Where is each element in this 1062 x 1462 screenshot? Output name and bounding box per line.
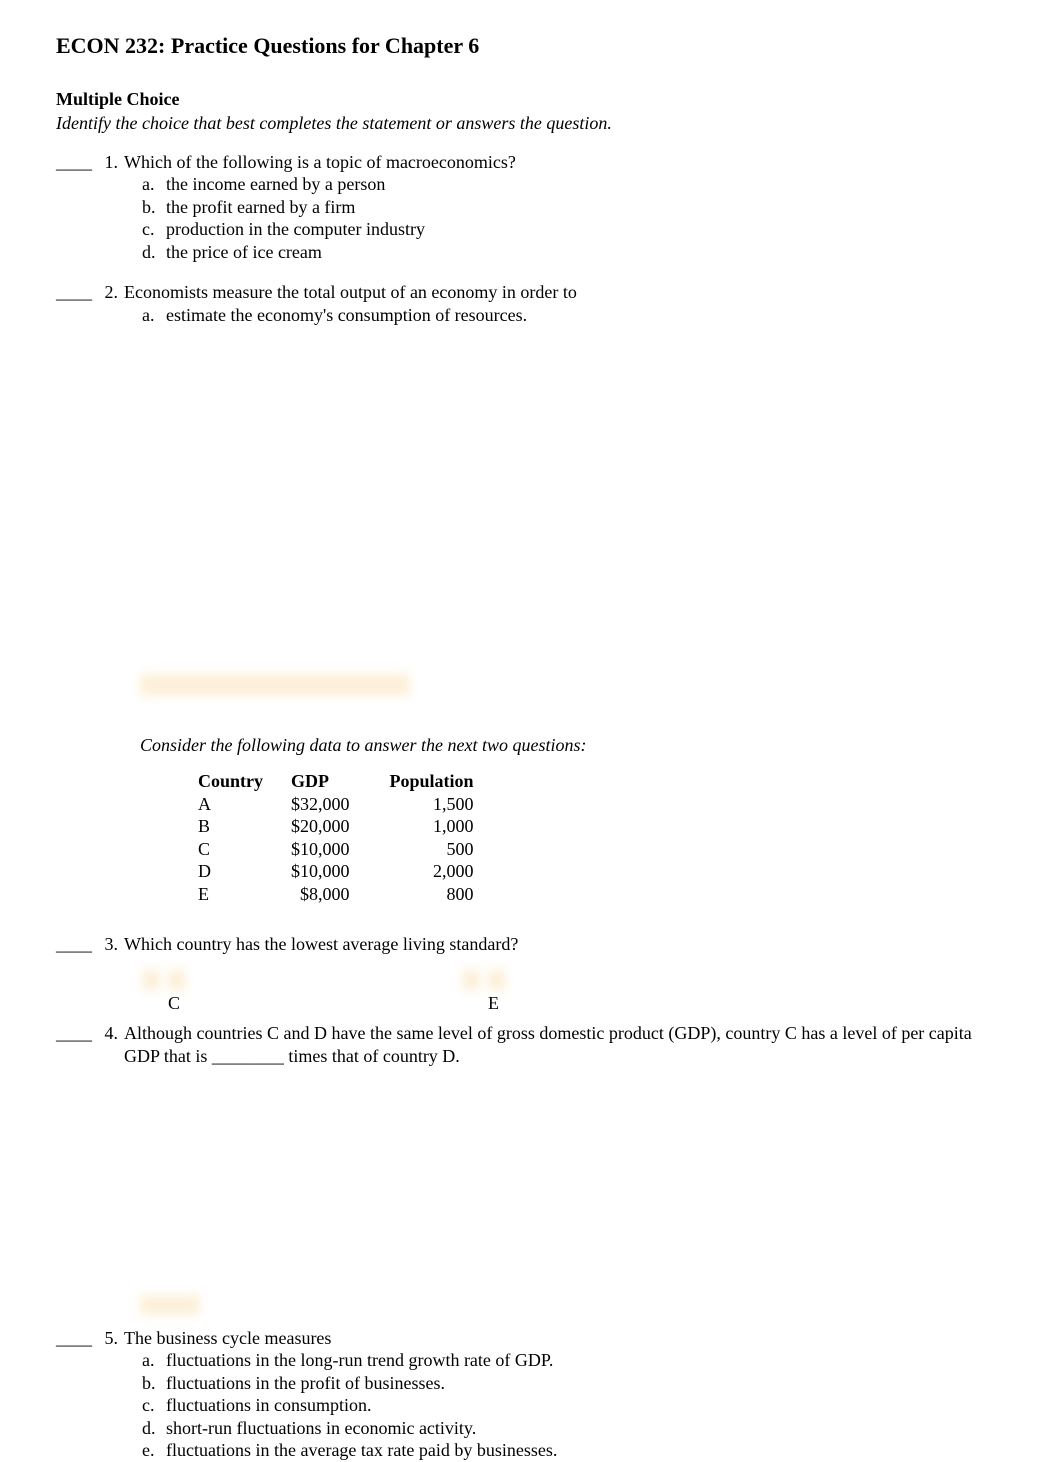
context-note: Consider the following data to answer th…: [140, 734, 1006, 757]
blurred-content: [488, 970, 506, 990]
option-text: short-run fluctuations in economic activ…: [166, 1417, 1006, 1440]
table-cell: 1,500: [390, 793, 474, 816]
question-stem: Economists measure the total output of a…: [124, 281, 1006, 304]
question-number: 5.: [96, 1327, 124, 1462]
answer-blank: ____: [56, 152, 92, 172]
question-number: 2.: [96, 281, 124, 326]
table-row: C $10,000 500: [198, 838, 474, 861]
section-header: Multiple Choice: [56, 88, 1006, 111]
table-cell: D: [198, 860, 291, 883]
option-text: the profit earned by a firm: [166, 196, 1006, 219]
option-text: estimate the economy's consumption of re…: [166, 304, 1006, 327]
question-number: 1.: [96, 151, 124, 264]
table-cell: $10,000: [291, 838, 390, 861]
page-title: ECON 232: Practice Questions for Chapter…: [56, 32, 1006, 60]
table-row: B $20,000 1,000: [198, 815, 474, 838]
option-letter: a.: [142, 304, 166, 327]
blurred-content: [168, 970, 186, 990]
table-header-row: Country GDP Population: [198, 770, 474, 793]
option-letter: d.: [142, 1417, 166, 1440]
option-text: production in the computer industry: [166, 218, 1006, 241]
question-3: ____ 3. Which country has the lowest ave…: [56, 933, 1006, 1014]
data-table: Country GDP Population A $32,000 1,500 B…: [198, 770, 474, 905]
option-text: fluctuations in consumption.: [166, 1394, 1006, 1417]
option-c: c. fluctuations in consumption.: [142, 1394, 1006, 1417]
table-header: GDP: [291, 770, 390, 793]
option-letter: c.: [142, 218, 166, 241]
option-b: b. fluctuations in the profit of busines…: [142, 1372, 1006, 1395]
option-text: C: [168, 992, 180, 1015]
table-cell: E: [198, 883, 291, 906]
question-1: ____ 1. Which of the following is a topi…: [56, 151, 1006, 264]
table-cell: 1,000: [390, 815, 474, 838]
table-cell: $8,000: [291, 883, 390, 906]
option-a: a. fluctuations in the long-run trend gr…: [142, 1349, 1006, 1372]
question-5: ____ 5. The business cycle measures a. f…: [56, 1327, 1006, 1462]
table-cell: 800: [390, 883, 474, 906]
answer-blank: ____: [56, 1023, 92, 1043]
table-cell: $20,000: [291, 815, 390, 838]
option-text: the income earned by a person: [166, 173, 1006, 196]
option-a: a. estimate the economy's consumption of…: [142, 304, 1006, 327]
option-letter: b.: [142, 1372, 166, 1395]
table-cell: C: [198, 838, 291, 861]
option-text: fluctuations in the average tax rate pai…: [166, 1439, 1006, 1462]
table-cell: B: [198, 815, 291, 838]
table-cell: $10,000: [291, 860, 390, 883]
option-letter: d.: [142, 241, 166, 264]
option-letter: a.: [142, 1349, 166, 1372]
question-number: 3.: [96, 933, 124, 1014]
option-text: the price of ice cream: [166, 241, 1006, 264]
answer-blank: ____: [56, 1328, 92, 1348]
option-letter: a.: [142, 173, 166, 196]
option-text: fluctuations in the profit of businesses…: [166, 1372, 1006, 1395]
table-header: Population: [390, 770, 474, 793]
option-b: b. the profit earned by a firm: [142, 196, 1006, 219]
blurred-content: [140, 1295, 200, 1315]
table-row: E $8,000 800: [198, 883, 474, 906]
table-row: A $32,000 1,500: [198, 793, 474, 816]
answer-blank: ____: [56, 934, 92, 954]
option-a: a. the income earned by a person: [142, 173, 1006, 196]
section-instruction: Identify the choice that best completes …: [56, 112, 1006, 135]
question-stem: The business cycle measures: [124, 1327, 1006, 1350]
table-cell: A: [198, 793, 291, 816]
table-row: D $10,000 2,000: [198, 860, 474, 883]
answer-blank: ____: [56, 282, 92, 302]
question-stem: Although countries C and D have the same…: [124, 1022, 1006, 1067]
question-stem: Which of the following is a topic of mac…: [124, 151, 1006, 174]
option-text: E: [488, 992, 499, 1015]
option-letter: c.: [142, 1394, 166, 1417]
question-stem: Which country has the lowest average liv…: [124, 933, 1006, 956]
option-d: d. short-run fluctuations in economic ac…: [142, 1417, 1006, 1440]
option-e: e. fluctuations in the average tax rate …: [142, 1439, 1006, 1462]
option-d: d. the price of ice cream: [142, 241, 1006, 264]
question-2: ____ 2. Economists measure the total out…: [56, 281, 1006, 326]
blurred-content: [142, 970, 160, 990]
table-cell: 2,000: [390, 860, 474, 883]
option-text: fluctuations in the long-run trend growt…: [166, 1349, 1006, 1372]
option-letter: b.: [142, 196, 166, 219]
table-header: Country: [198, 770, 291, 793]
question-number: 4.: [96, 1022, 124, 1067]
table-cell: $32,000: [291, 793, 390, 816]
option-c: c. production in the computer industry: [142, 218, 1006, 241]
table-cell: 500: [390, 838, 474, 861]
option-letter: e.: [142, 1439, 166, 1462]
blurred-content: [462, 970, 480, 990]
question-4: ____ 4. Although countries C and D have …: [56, 1022, 1006, 1067]
blurred-content: [140, 674, 410, 696]
